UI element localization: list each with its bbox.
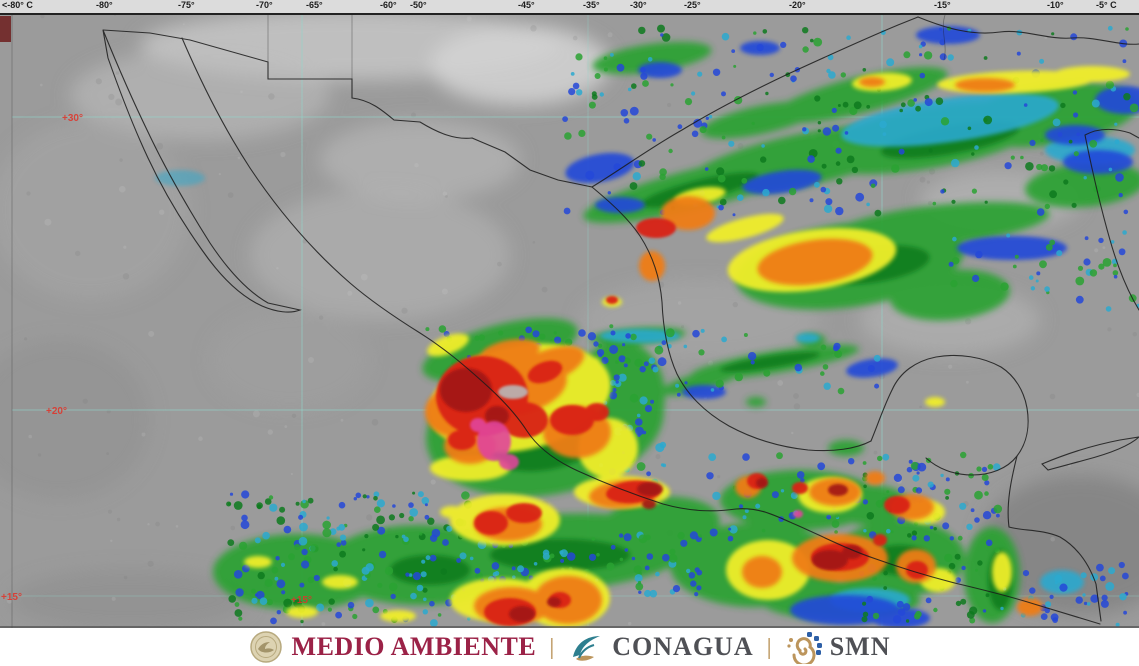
scale-label: -60°: [380, 0, 397, 10]
gobierno-seal-icon: [249, 631, 282, 663]
cloud-layer-blue: [565, 26, 1139, 628]
coordinate-label: +15°: [291, 595, 312, 606]
scale-label: -45°: [518, 0, 535, 10]
coastline-borders: [102, 14, 1139, 625]
scale-label: -30°: [630, 0, 647, 10]
footer-separator: |: [766, 634, 772, 659]
scale-label: -15°: [934, 0, 951, 10]
scale-label: -5° C: [1096, 0, 1117, 10]
scale-label: <-80° C: [2, 0, 33, 10]
smn-wordmark: SMN: [829, 632, 891, 661]
conagua-logo-icon: [573, 636, 601, 661]
coordinate-labels: +30° +20° +15° +15°: [1, 113, 312, 606]
coordinate-label: +20°: [46, 406, 67, 417]
map-bottom-border: [0, 626, 1139, 628]
scale-label: -10°: [1047, 0, 1064, 10]
satellite-map: +30° +20° +15° +15°: [0, 10, 1139, 630]
scale-label: -65°: [306, 0, 323, 10]
smn-logo-icon: [787, 632, 822, 664]
map-top-border: [0, 13, 1139, 15]
scale-label: -35°: [583, 0, 600, 10]
coordinate-label: +15°: [1, 592, 22, 603]
temperature-scale-bar: <-80° C -80° -75° -70° -65° -60° -50° -45° -35° -…: [0, 0, 1139, 13]
colorbar-swatch: [0, 16, 11, 42]
scale-label: -70°: [256, 0, 273, 10]
footer-separator: |: [549, 634, 555, 659]
footer-bar: MEDIO AMBIENTE | CONAGUA | SMN: [0, 628, 1139, 666]
conagua-wordmark: CONAGUA: [612, 632, 754, 661]
storm-gray-eye: [498, 385, 528, 399]
scale-label: -50°: [410, 0, 427, 10]
scale-label: -25°: [684, 0, 701, 10]
scale-label: -20°: [789, 0, 806, 10]
cloud-layer-magenta: [470, 418, 803, 518]
scale-label: -75°: [178, 0, 195, 10]
coordinate-label: +30°: [62, 113, 83, 124]
medio-ambiente-wordmark: MEDIO AMBIENTE: [291, 632, 537, 661]
scale-label: -80°: [96, 0, 113, 10]
